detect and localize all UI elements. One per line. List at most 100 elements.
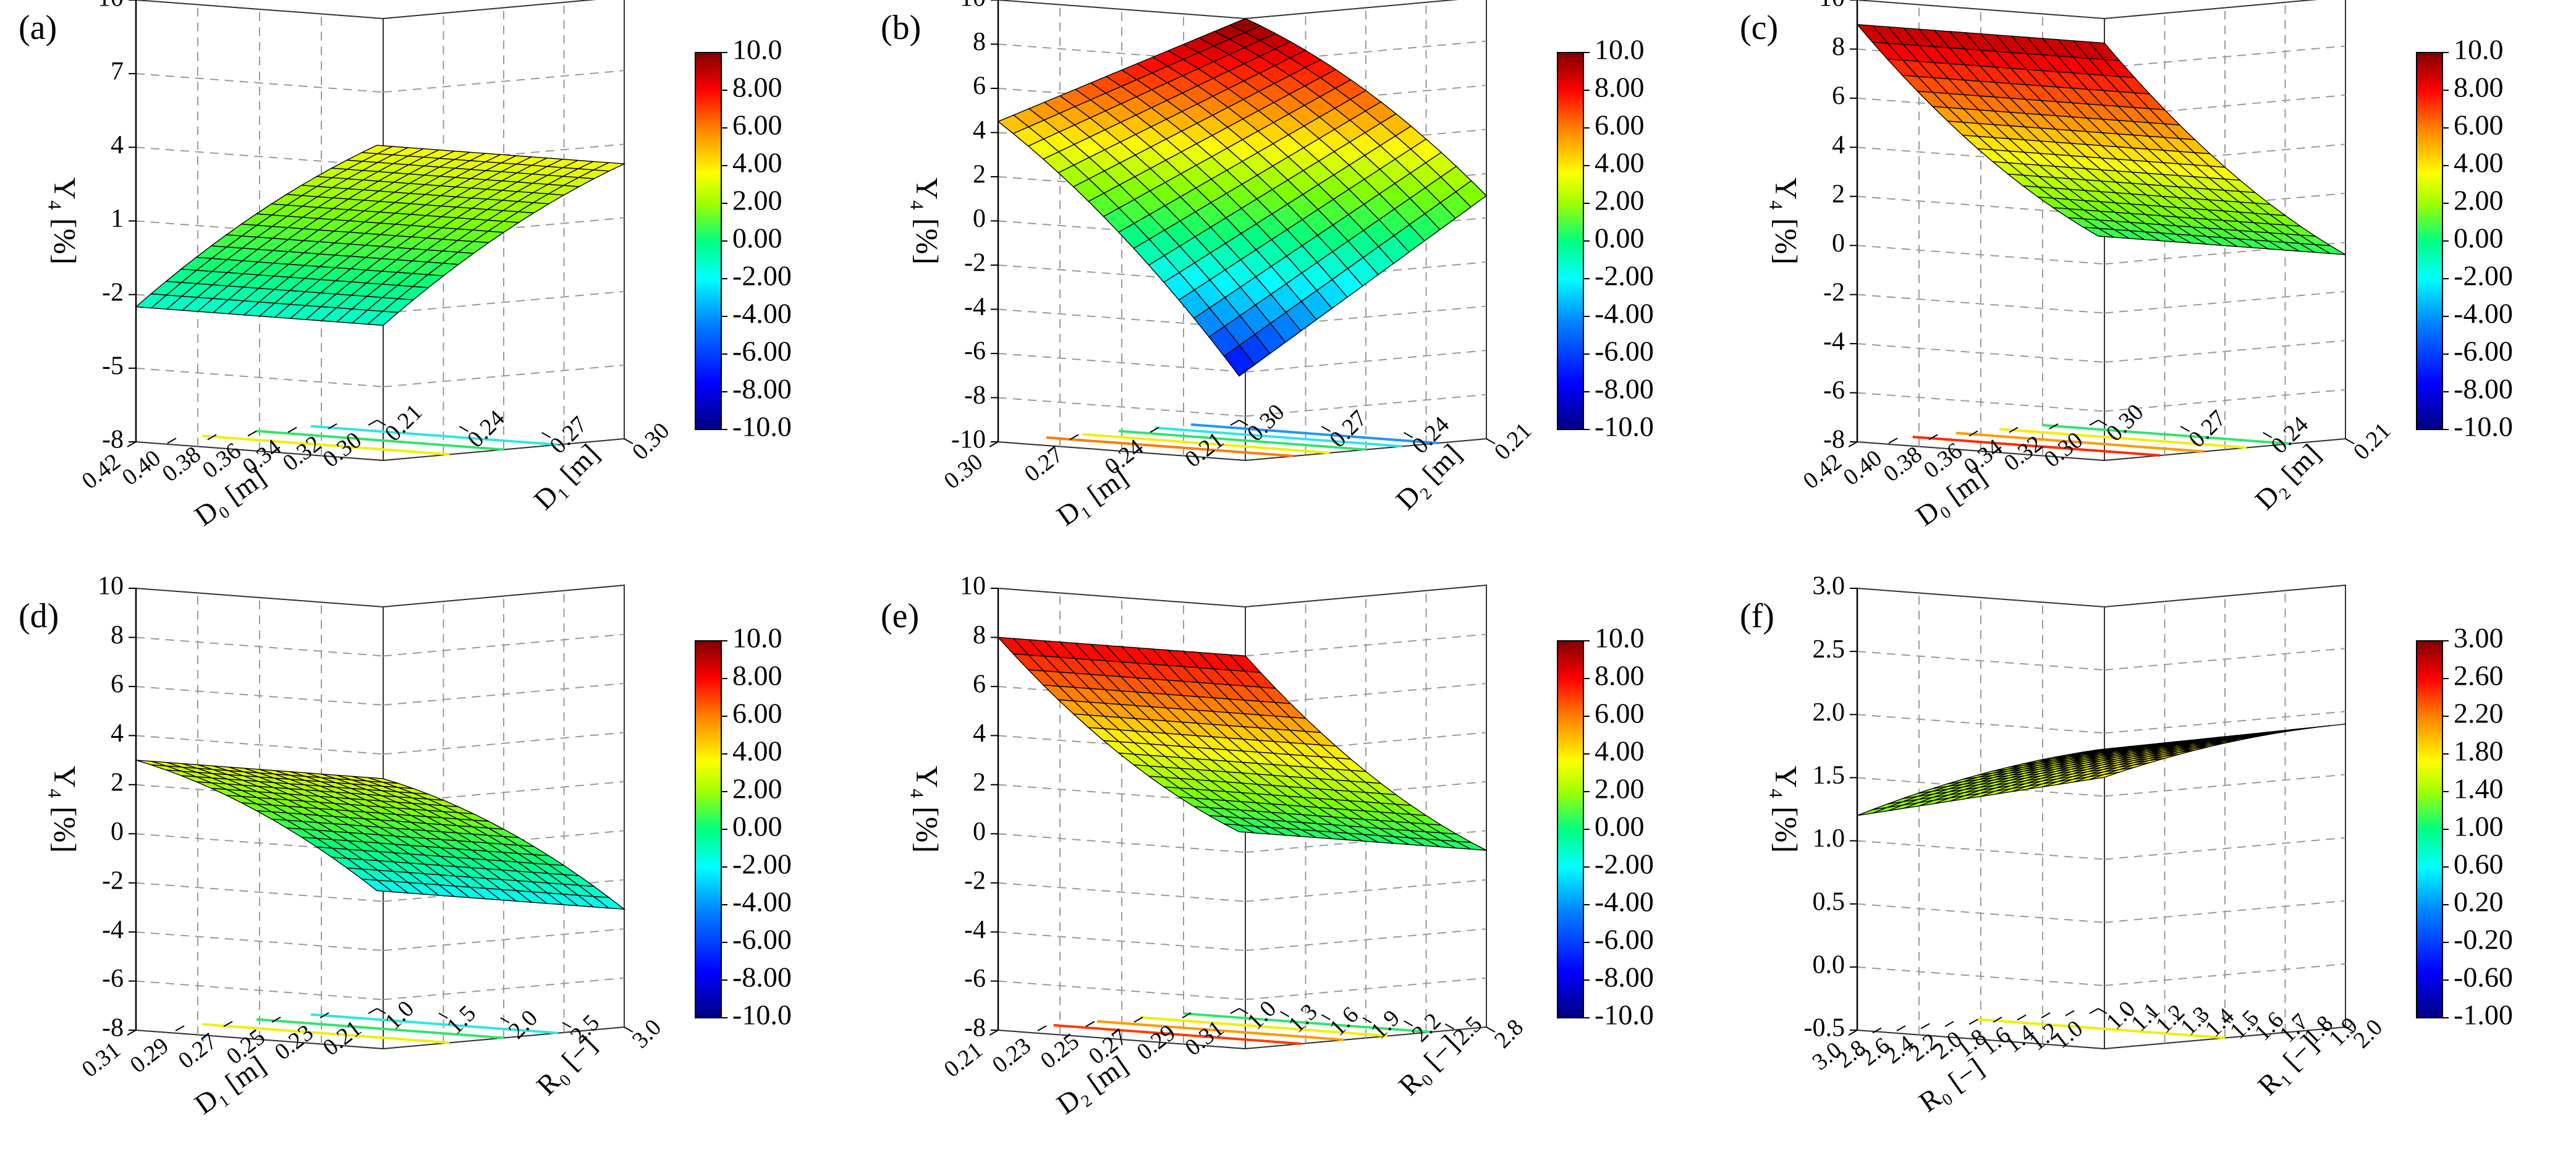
z-tick-label: 0	[973, 205, 986, 233]
grid-line	[383, 732, 625, 755]
colorbar-tick-label: -8.00	[1595, 962, 1654, 993]
y-tick	[1404, 432, 1413, 438]
y-tick	[1239, 420, 1248, 426]
z-tick-label: 8	[1832, 33, 1845, 61]
y-tick	[376, 1008, 386, 1014]
grid-line	[998, 397, 1246, 417]
y-tick-label: 0.21	[1489, 418, 1537, 465]
x-tick	[1133, 1017, 1143, 1023]
y-tick	[1280, 1011, 1290, 1017]
surface	[997, 18, 1488, 377]
colorbar-tick-label: -10.0	[1595, 411, 1654, 442]
surface-cell	[591, 162, 626, 172]
colorbar-tick-label: 8.00	[732, 72, 782, 103]
x-tick	[1896, 1025, 1906, 1031]
colorbar-tick-label: 4.00	[732, 735, 782, 767]
x-tick	[2089, 1008, 2099, 1014]
grid-line	[383, 290, 625, 314]
colorbar-tick-label: 0.00	[732, 811, 782, 842]
z-tick-label: 8	[111, 621, 124, 649]
surface	[135, 759, 626, 910]
y-tick	[2345, 438, 2355, 444]
surface	[1856, 23, 2346, 255]
z-tick-label: 0	[111, 818, 124, 846]
z-axis-label: Y₄ [%]	[1769, 766, 1804, 853]
z-tick-label: -6	[964, 965, 986, 993]
colorbar	[2416, 640, 2443, 1018]
colorbar-tick-label: 0.00	[2454, 222, 2504, 254]
x-tick	[1872, 1027, 1882, 1034]
z-tick-label: 1.5	[1813, 761, 1845, 790]
x-axis-label: D₀ [m]	[1910, 461, 1992, 532]
colorbar-tick-label: -4.00	[732, 886, 792, 918]
x-tick-label: 0.29	[125, 1033, 174, 1078]
colorbar-tick-label: 6.00	[732, 698, 782, 729]
colorbar-tick-label: -6.00	[2454, 336, 2513, 367]
colorbar-tick-label: 8.00	[1595, 72, 1645, 103]
y-tick	[2221, 1017, 2231, 1023]
x-tick	[1888, 438, 1898, 444]
z-tick-label: -4	[1823, 328, 1845, 356]
z-tick-label: -6	[964, 337, 986, 366]
z-tick-label: -0.5	[1804, 1014, 1845, 1043]
colorbar-tick-label: -8.00	[732, 962, 792, 993]
colorbar-tick-label: 10.0	[732, 622, 782, 654]
z-tick-label: 2	[111, 768, 124, 797]
grid-line	[998, 882, 1246, 902]
grid-line	[1245, 928, 1487, 952]
z-tick-label: -2	[964, 249, 986, 277]
z-tick-label: -10	[951, 426, 986, 454]
grid-line	[1245, 879, 1487, 902]
panel-a: 10741-2-5-8Y₄ [%](a)0.420.400.380.360.34…	[19, 0, 792, 532]
x-tick	[287, 426, 297, 433]
z-axis-label: Y₄ [%]	[910, 766, 945, 853]
x-tick-label: 0.31	[77, 1037, 125, 1083]
grid-line	[1245, 305, 1487, 329]
colorbar-tick-label: 1.00	[2454, 811, 2504, 842]
grid-line	[1857, 840, 2105, 860]
z-tick-label: 10	[98, 0, 124, 12]
z-axis-label: Y₄ [%]	[48, 766, 83, 853]
colorbar-tick-label: -4.00	[732, 298, 792, 329]
grid-line	[1857, 294, 2105, 314]
x-tick	[1993, 1017, 2002, 1023]
grid-line	[998, 43, 1246, 64]
y-tick	[2122, 1010, 2132, 1016]
y-tick-label: 0.30	[627, 418, 675, 465]
surface-cell	[592, 895, 626, 910]
z-tick-label: 10	[960, 572, 986, 601]
colorbar-tick-label: 2.00	[732, 773, 782, 805]
colorbar-tick-label: -8.00	[732, 373, 792, 405]
colorbar-tick-label: -6.00	[1595, 336, 1654, 367]
x-tick	[1920, 1023, 1930, 1030]
x-tick	[328, 423, 337, 429]
z-tick-label: 1	[111, 205, 124, 233]
y-tick	[2263, 432, 2273, 438]
y-tick	[1486, 438, 1496, 444]
y-tick	[1321, 1014, 1331, 1020]
x-tick	[1928, 434, 1938, 441]
y-tick	[624, 1026, 633, 1033]
z-tick-label: -2	[1823, 278, 1845, 307]
z-tick-label: 4	[1832, 131, 1845, 159]
z-tick-label: 0.0	[1813, 950, 1845, 979]
grid-line	[1857, 343, 2105, 363]
colorbar-tick-label: 0.00	[732, 222, 782, 254]
grid-line	[998, 931, 1246, 952]
z-tick-label: -8	[102, 426, 124, 454]
colorbar-tick-label: 1.80	[2454, 735, 2504, 767]
colorbar-tick-label: -10.0	[1595, 999, 1654, 1031]
z-tick-label: 4	[111, 131, 124, 159]
z-tick-label: 10	[1819, 0, 1845, 12]
z-tick-label: -4	[102, 916, 124, 944]
colorbar-tick-label: 0.20	[2454, 886, 2504, 918]
y-tick-label: 2.8	[1489, 1014, 1528, 1053]
floor-contour	[1184, 1012, 1431, 1034]
y-tick	[2246, 1019, 2256, 1025]
colorbar-tick-label: -10.0	[732, 411, 792, 442]
panel-label: (f)	[1740, 597, 1774, 635]
z-tick-label: 10	[98, 572, 124, 601]
z-tick-label: 3.0	[1813, 572, 1845, 601]
x-tick	[2065, 1010, 2075, 1017]
